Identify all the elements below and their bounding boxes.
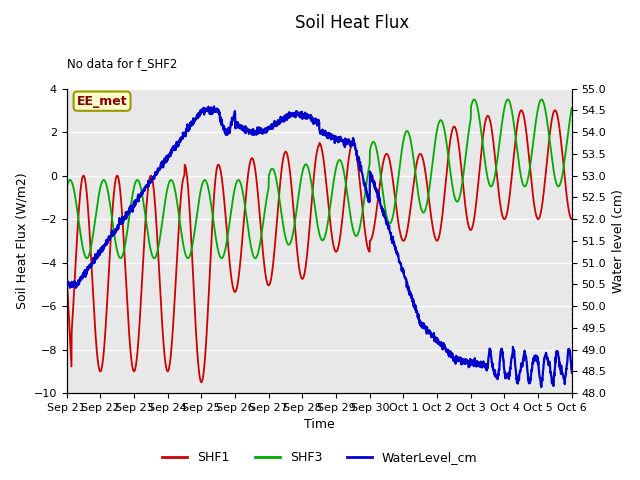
- Text: Soil Heat Flux: Soil Heat Flux: [295, 14, 409, 33]
- Y-axis label: Soil Heat Flux (W/m2): Soil Heat Flux (W/m2): [15, 172, 28, 309]
- Text: EE_met: EE_met: [77, 95, 127, 108]
- X-axis label: Time: Time: [304, 419, 335, 432]
- Text: No data for f_SHF2: No data for f_SHF2: [67, 57, 177, 70]
- Y-axis label: Water level (cm): Water level (cm): [612, 189, 625, 293]
- Legend: SHF1, SHF3, WaterLevel_cm: SHF1, SHF3, WaterLevel_cm: [157, 446, 483, 469]
